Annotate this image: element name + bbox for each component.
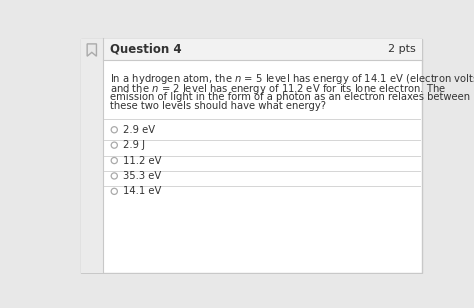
Text: In a hydrogen atom, the $n$ = 5 level has energy of 14.1 eV (electron volts): In a hydrogen atom, the $n$ = 5 level ha… <box>110 72 474 86</box>
Bar <box>81 38 103 273</box>
Circle shape <box>111 173 118 179</box>
Text: 2.9 eV: 2.9 eV <box>123 125 155 135</box>
Text: these two levels should have what energy?: these two levels should have what energy… <box>110 101 327 111</box>
Text: emission of light in the form of a photon as an electron relaxes between: emission of light in the form of a photo… <box>110 92 471 102</box>
Circle shape <box>111 127 118 133</box>
Text: 14.1 eV: 14.1 eV <box>123 186 161 196</box>
Circle shape <box>111 142 118 148</box>
Text: 11.2 eV: 11.2 eV <box>123 156 161 165</box>
Text: 35.3 eV: 35.3 eV <box>123 171 161 181</box>
Text: 2 pts: 2 pts <box>388 44 416 54</box>
Circle shape <box>111 188 118 194</box>
Circle shape <box>111 157 118 164</box>
Bar <box>103 38 422 60</box>
Polygon shape <box>87 44 96 56</box>
Text: Question 4: Question 4 <box>110 43 182 56</box>
Text: and the $n$ = 2 level has energy of 11.2 eV for its lone electron. The: and the $n$ = 2 level has energy of 11.2… <box>110 82 447 96</box>
Text: 2.9 J: 2.9 J <box>123 140 145 150</box>
